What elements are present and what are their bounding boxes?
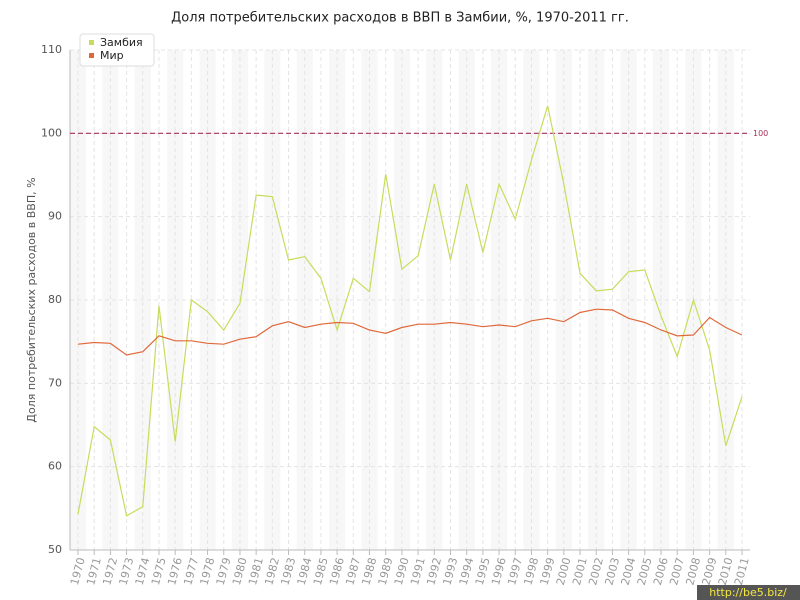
series-line [77,105,743,517]
watermark: http://be5.biz/ [709,586,787,599]
y-tick-label: 90 [48,210,62,223]
legend-label: Замбия [100,36,143,49]
y-axis-label: Доля потребительских расходов в ВВП, % [25,177,38,422]
y-tick-label: 60 [48,460,62,473]
y-tick-label: 50 [48,543,62,556]
stripe [199,50,216,550]
stripe [102,50,119,550]
y-tick-label: 110 [41,43,62,56]
stripe [620,50,637,550]
chart-title: Доля потребительских расходов в ВВП в За… [171,11,629,26]
y-tick-label: 70 [48,376,62,389]
legend-box [79,33,155,67]
legend-swatch [89,40,94,45]
legend-swatch [89,53,94,58]
watermark-bg [697,585,800,600]
series-line [77,308,743,356]
stripe [264,50,281,550]
stripe [361,50,378,550]
legend-label: Мир [100,49,124,62]
reference-label: 100 [753,129,768,138]
y-tick-label: 80 [48,293,62,306]
stripe [458,50,475,550]
y-tick-label: 100 [41,126,62,139]
